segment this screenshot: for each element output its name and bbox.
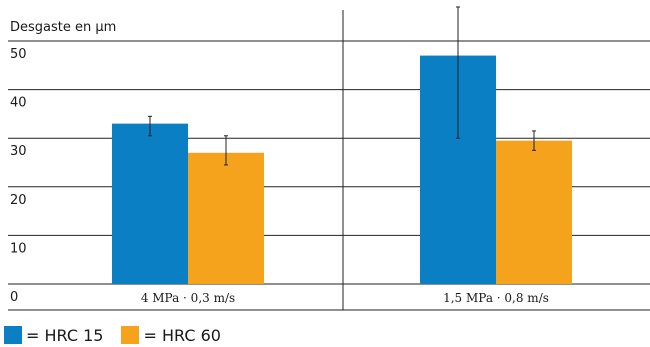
y-axis-label: Desgaste en µm — [10, 20, 117, 35]
legend-label-hrc15: = HRC 15 — [26, 325, 104, 345]
y-tick-label-20: 20 — [10, 193, 27, 208]
legend-swatch-hrc15 — [4, 326, 22, 344]
legend-item-hrc60: = HRC 60 — [121, 325, 221, 345]
y-tick-label-40: 40 — [10, 96, 27, 111]
bar-1-1 — [112, 123, 188, 285]
category-label-1: 4 MPa · 0,3 m/s — [141, 291, 235, 305]
y-tick-label-0: 0 — [10, 290, 18, 305]
bar-chart: 0 10 20 30 40 50 4 MPa · 0,3 m/s 1,5 MPa · 0,8 … — [8, 6, 650, 311]
y-tick-label-10: 10 — [10, 241, 27, 256]
legend: = HRC 15 = HRC 60 — [4, 324, 239, 346]
bar-2-2 — [496, 140, 572, 284]
legend-swatch-hrc60 — [121, 326, 140, 344]
y-tick-label-50: 50 — [10, 47, 27, 62]
legend-item-hrc15: = HRC 15 — [4, 326, 103, 345]
bar-2-1 — [188, 152, 264, 284]
y-tick-label-30: 30 — [10, 144, 27, 159]
legend-label-hrc60: = HRC 60 — [143, 325, 221, 345]
category-label-2: 1,5 MPa · 0,8 m/s — [443, 291, 549, 305]
